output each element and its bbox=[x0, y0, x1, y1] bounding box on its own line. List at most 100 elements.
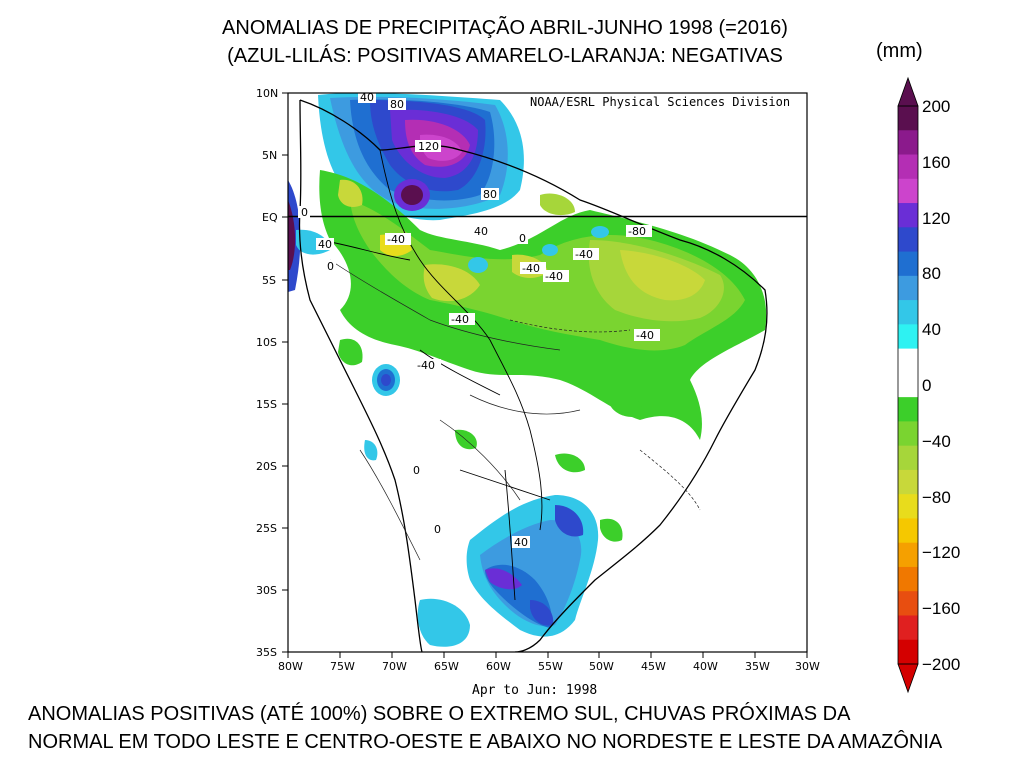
contour-label: -40 bbox=[449, 313, 475, 326]
positive-anomaly-central bbox=[372, 226, 609, 396]
colorbar-cell bbox=[898, 130, 918, 156]
colorbar-cell bbox=[898, 397, 918, 422]
svg-text:40: 40 bbox=[360, 91, 374, 104]
colorbar-label: −40 bbox=[922, 432, 951, 451]
lon-tick-label: 40W bbox=[693, 660, 718, 673]
colorbar-cell bbox=[898, 275, 918, 301]
colorbar-label: 120 bbox=[922, 209, 950, 228]
colorbar-cell bbox=[898, 227, 918, 253]
contour-label: -40 bbox=[385, 233, 411, 246]
svg-text:0: 0 bbox=[413, 464, 420, 477]
colorbar-cell bbox=[898, 639, 918, 665]
colorbar-label: −200 bbox=[922, 655, 960, 674]
colorbar-label: 0 bbox=[922, 376, 931, 395]
caption-line-1: ANOMALIAS POSITIVAS (ATÉ 100%) SOBRE O E… bbox=[28, 703, 851, 725]
contour-label: 0 bbox=[324, 260, 336, 273]
svg-text:40: 40 bbox=[474, 225, 488, 238]
svg-text:-80: -80 bbox=[628, 225, 646, 238]
contour-label: 40 bbox=[512, 536, 530, 549]
colorbar-cell bbox=[898, 566, 918, 592]
colorbar-cell bbox=[898, 154, 918, 180]
colorbar-label: −120 bbox=[922, 543, 960, 562]
caption-line-2: NORMAL EM TODO LESTE E CENTRO-OESTE E AB… bbox=[28, 731, 943, 753]
colorbar-cell bbox=[898, 372, 918, 398]
svg-text:0: 0 bbox=[327, 260, 334, 273]
colorbar-label: 80 bbox=[922, 264, 941, 283]
lat-tick-label: 10N bbox=[256, 87, 278, 100]
colorbar-cell bbox=[898, 615, 918, 641]
colorbar-cell bbox=[898, 106, 918, 131]
colorbar-cell bbox=[898, 178, 918, 204]
positive-anomaly-north bbox=[288, 93, 524, 292]
svg-text:40: 40 bbox=[514, 536, 528, 549]
svg-text:40: 40 bbox=[318, 238, 332, 251]
svg-text:-40: -40 bbox=[545, 270, 563, 283]
positive-anomaly-south bbox=[364, 440, 623, 647]
contour-label: -40 bbox=[415, 359, 441, 372]
units-label: (mm) bbox=[876, 40, 923, 62]
svg-text:80: 80 bbox=[390, 98, 404, 111]
period-label: Apr to Jun: 1998 bbox=[472, 683, 597, 698]
colorbar-bottom-arrow bbox=[897, 663, 919, 694]
svg-text:120: 120 bbox=[418, 140, 439, 153]
lon-tick-label: 45W bbox=[641, 660, 666, 673]
svg-text:0: 0 bbox=[434, 523, 441, 536]
lon-tick-label: 60W bbox=[486, 660, 511, 673]
lon-axis: 80W 75W 70W 65W 60W 55W 50W 45W 40W 35W … bbox=[278, 652, 820, 673]
colorbar-cell bbox=[898, 203, 918, 228]
contour-lines bbox=[329, 259, 701, 561]
source-label-bg bbox=[524, 94, 806, 110]
svg-text:80: 80 bbox=[483, 188, 497, 201]
contour-label: -40 bbox=[520, 262, 546, 275]
contour-label: 0 bbox=[298, 206, 310, 219]
colorbar-cell bbox=[898, 300, 918, 325]
colorbar-cell bbox=[898, 421, 918, 447]
svg-text:0: 0 bbox=[519, 232, 526, 245]
contour-label: 40 bbox=[358, 91, 376, 104]
lat-tick-label: 5S bbox=[262, 274, 276, 287]
contour-label: -40 bbox=[573, 248, 599, 261]
lat-tick-label: 10S bbox=[256, 336, 277, 349]
lat-tick-label: 15S bbox=[256, 398, 277, 411]
title-line-1: ANOMALIAS DE PRECIPITAÇÃO ABRIL-JUNHO 19… bbox=[222, 17, 788, 39]
lat-tick-label: EQ bbox=[262, 211, 278, 224]
lon-tick-label: 35W bbox=[745, 660, 770, 673]
lat-tick-label: 20S bbox=[256, 460, 277, 473]
lat-axis: 10N 5N EQ 5S 10S 15S 20S 25S 30S 35S bbox=[256, 87, 288, 659]
contour-label: -40 bbox=[634, 329, 660, 342]
map-panel bbox=[288, 93, 807, 652]
lon-tick-label: 70W bbox=[382, 660, 407, 673]
svg-text:-40: -40 bbox=[387, 233, 405, 246]
colorbar-cells bbox=[898, 106, 918, 665]
svg-text:-40: -40 bbox=[575, 248, 593, 261]
source-label: NOAA/ESRL Physical Sciences Division bbox=[530, 95, 790, 109]
lat-tick-label: 25S bbox=[256, 522, 277, 535]
colorbar-cell bbox=[898, 494, 918, 519]
lon-tick-label: 50W bbox=[589, 660, 614, 673]
colorbar-cell bbox=[898, 542, 918, 568]
lon-tick-label: 55W bbox=[538, 660, 563, 673]
svg-text:-40: -40 bbox=[522, 262, 540, 275]
anomaly-map-figure: 40 80 120 80 0 -40 40 0 -40 40 -40 -80 -… bbox=[256, 76, 960, 698]
contour-label: 0 bbox=[516, 232, 528, 245]
colorbar-cell bbox=[898, 251, 918, 277]
lon-tick-label: 75W bbox=[330, 660, 355, 673]
title-line-2: (AZUL-LILÁS: POSITIVAS AMARELO-LARANJA: … bbox=[227, 45, 783, 67]
colorbar-frame bbox=[897, 105, 919, 665]
colorbar-label: 40 bbox=[922, 320, 941, 339]
lat-tick-label: 35S bbox=[256, 646, 277, 659]
contour-labels: 40 80 120 80 0 -40 40 0 -40 40 -40 -80 -… bbox=[298, 91, 660, 549]
contour-label: 80 bbox=[481, 188, 499, 201]
lon-tick-label: 65W bbox=[434, 660, 459, 673]
colorbar-cell bbox=[898, 348, 918, 374]
lat-tick-label: 5N bbox=[262, 149, 277, 162]
colorbar-cell bbox=[898, 469, 918, 495]
contour-label: 80 bbox=[388, 98, 406, 111]
lon-tick-label: 80W bbox=[278, 660, 303, 673]
colorbar-label: −160 bbox=[922, 599, 960, 618]
colorbar-label: 200 bbox=[922, 97, 950, 116]
colorbar-cell bbox=[898, 445, 918, 471]
contour-label: 120 bbox=[415, 140, 441, 153]
svg-text:-40: -40 bbox=[636, 329, 654, 342]
contour-label: 40 bbox=[316, 238, 334, 251]
